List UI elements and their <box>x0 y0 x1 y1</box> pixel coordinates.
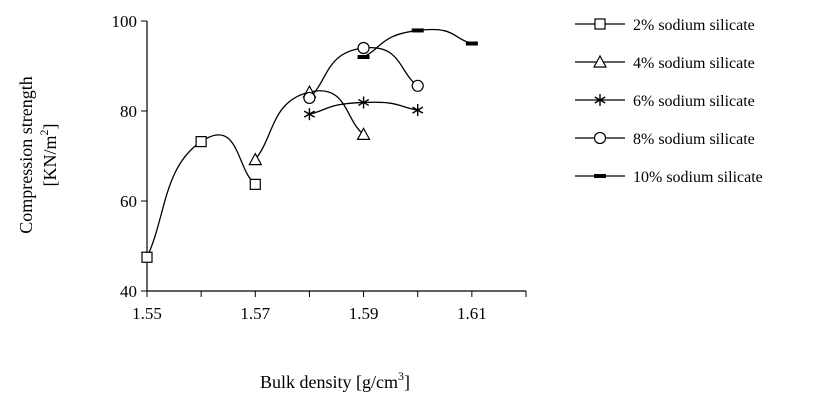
y-axis-title-line1: Compression strength <box>16 76 36 234</box>
data-point <box>411 28 424 33</box>
legend-marker <box>593 131 607 145</box>
series-3 <box>303 96 424 121</box>
data-point <box>411 79 424 92</box>
legend-item: 8% sodium silicate <box>575 131 755 148</box>
y-tick-label: 60 <box>120 192 137 211</box>
x-axis-title: Bulk density [g/cm3] <box>260 369 410 392</box>
y-tick-label: 100 <box>112 12 138 31</box>
data-point <box>141 251 153 263</box>
y-tick-label: 80 <box>120 102 137 121</box>
legend-marker <box>594 174 606 178</box>
data-point <box>465 41 478 46</box>
data-point <box>358 96 370 109</box>
axes <box>146 21 526 292</box>
series-4 <box>303 41 424 105</box>
legend-item: 2% sodium silicate <box>575 17 755 34</box>
legend-item: 10% sodium silicate <box>575 169 763 186</box>
data-point <box>357 55 370 59</box>
x-tick-label: 1.61 <box>457 304 487 323</box>
legend-marker <box>594 94 606 106</box>
legend-label: 4% sodium silicate <box>633 55 755 72</box>
series-5 <box>357 28 478 59</box>
legend-item: 6% sodium silicate <box>575 93 755 110</box>
x-tick-label: 1.55 <box>132 304 162 323</box>
y-axis-title-line2: [KN/m2] <box>37 124 60 187</box>
data-point <box>249 178 261 190</box>
data-point <box>303 91 316 105</box>
series-line <box>363 28 473 58</box>
data-point <box>357 41 370 55</box>
data-point <box>412 104 424 117</box>
data-point <box>356 127 371 140</box>
legend-marker <box>592 54 608 68</box>
legend-label: 8% sodium silicate <box>633 131 755 148</box>
legend-label: 2% sodium silicate <box>633 17 755 34</box>
series-line <box>146 134 256 258</box>
legend-label: 6% sodium silicate <box>633 93 755 110</box>
x-tick-label: 1.59 <box>349 304 379 323</box>
y-tick-label: 40 <box>120 282 137 301</box>
data-point <box>248 152 263 166</box>
x-tick-label: 1.57 <box>240 304 270 323</box>
series-layer <box>141 28 478 263</box>
legend-item: 4% sodium silicate <box>575 54 755 72</box>
legend: 2% sodium silicate 4% sodium silicate 6% s… <box>575 17 763 186</box>
series-1 <box>141 134 261 263</box>
data-point <box>303 108 315 121</box>
ticks: 40 60 80 100 1.55 1.57 1.59 1.61 <box>112 12 527 323</box>
legend-marker <box>594 18 606 30</box>
legend-label: 10% sodium silicate <box>633 169 763 186</box>
data-point <box>195 136 207 148</box>
